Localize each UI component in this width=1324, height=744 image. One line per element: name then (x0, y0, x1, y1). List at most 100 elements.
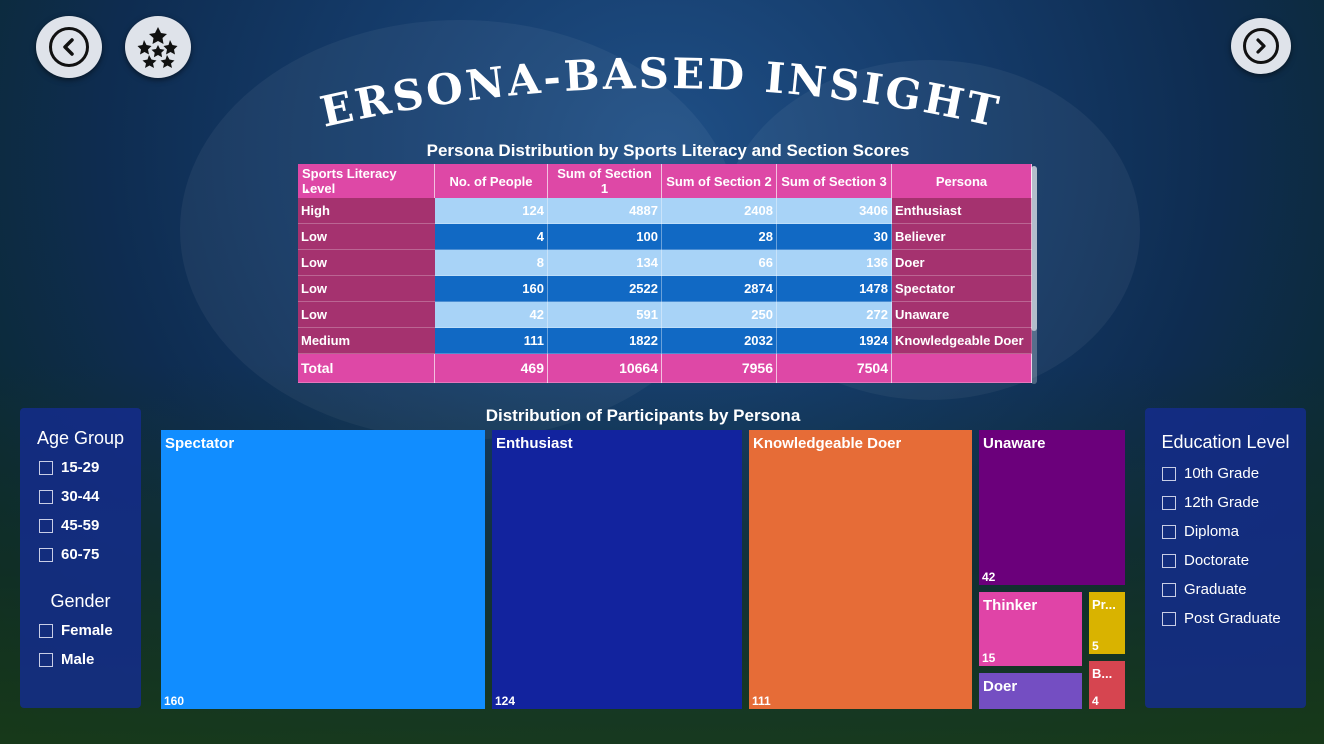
col-sports-literacy-level[interactable]: Sports Literacy Level ▲ (298, 164, 435, 198)
checkbox[interactable] (39, 489, 53, 504)
education-filter-panel: Education Level 10th Grade 12th Grade Di… (1145, 408, 1306, 708)
age-gender-filter-panel: Age Group 15-29 30-44 45-59 60-75 Gender… (20, 408, 141, 708)
table-total-row: Total 469 10664 7956 7504 (298, 353, 1032, 383)
sort-ascending-icon: ▲ (303, 186, 311, 195)
back-button[interactable] (36, 16, 102, 78)
checkbox[interactable] (1162, 553, 1176, 568)
education-option[interactable]: Diploma (1162, 517, 1306, 546)
checkbox[interactable] (39, 518, 53, 533)
cell-section-1: 100 (547, 223, 662, 250)
col-no-of-people[interactable]: No. of People (434, 164, 548, 198)
cell-level: Low (298, 275, 435, 302)
checkbox[interactable] (39, 547, 53, 562)
scroll-thumb[interactable] (1031, 166, 1037, 331)
tile-value: 15 (982, 651, 996, 665)
cell-people: 42 (434, 301, 548, 328)
age-group-title: Age Group (36, 428, 125, 448)
age-option[interactable]: 60-75 (39, 540, 141, 569)
table-title: Persona Distribution by Sports Literacy … (426, 141, 910, 160)
table-row[interactable]: Medium 111 1822 2032 1924 Knowledgeable … (298, 327, 1032, 354)
cell-persona: Spectator (891, 275, 1032, 302)
cell-section-1: 4887 (547, 198, 662, 224)
col-sum-section-3[interactable]: Sum of Section 3 (776, 164, 892, 198)
checkbox[interactable] (1162, 582, 1176, 597)
tile-label: Unaware (983, 435, 1046, 452)
next-button[interactable] (1231, 18, 1291, 74)
table-row[interactable]: Low 160 2522 2874 1478 Spectator (298, 275, 1032, 302)
table-row[interactable]: Low 4 100 28 30 Believer (298, 223, 1032, 250)
cell-persona: Knowledgeable Doer (891, 327, 1032, 354)
education-option[interactable]: Graduate (1162, 575, 1306, 604)
tile-value: 5 (1092, 639, 1099, 653)
tile-value: 111 (752, 694, 771, 708)
checkbox[interactable] (39, 652, 53, 667)
checkbox[interactable] (39, 460, 53, 475)
table-row[interactable]: Low 42 591 250 272 Unaware (298, 301, 1032, 328)
age-option[interactable]: 30-44 (39, 482, 141, 511)
cell-section-3: 3406 (776, 198, 892, 224)
tile-b[interactable]: B... 4 (1089, 661, 1125, 709)
tile-spectator[interactable]: Spectator 160 (161, 430, 485, 709)
svg-text:PERSONA-BASED INSIGHTS: PERSONA-BASED INSIGHTS (310, 56, 1005, 136)
education-option[interactable]: Doctorate (1162, 546, 1306, 575)
tile-doer[interactable]: Doer (979, 673, 1082, 709)
total-label: Total (298, 353, 435, 383)
age-option[interactable]: 45-59 (39, 511, 141, 540)
checkbox[interactable] (1162, 495, 1176, 510)
treemap-title: Distribution of Participants by Persona (485, 406, 801, 425)
education-option[interactable]: 10th Grade (1162, 459, 1306, 488)
cell-section-3: 272 (776, 301, 892, 328)
cell-persona: Unaware (891, 301, 1032, 328)
tile-pr[interactable]: Pr... 5 (1089, 592, 1125, 654)
tile-label: Thinker (983, 597, 1038, 614)
cell-level: High (298, 198, 435, 224)
tile-value: 124 (495, 694, 516, 708)
table-row[interactable]: High 124 4887 2408 3406 Enthusiast (298, 198, 1032, 224)
cell-section-1: 134 (547, 249, 662, 276)
table-header-row: Sports Literacy Level ▲ No. of People Su… (298, 164, 1032, 198)
cell-people: 124 (434, 198, 548, 224)
table-row[interactable]: Low 8 134 66 136 Doer (298, 249, 1032, 276)
tile-label: Pr... (1092, 597, 1116, 612)
cell-section-2: 2408 (661, 198, 777, 224)
cell-persona: Doer (891, 249, 1032, 276)
education-option[interactable]: Post Graduate (1162, 604, 1306, 633)
gender-option[interactable]: Female (39, 616, 141, 645)
cell-people: 111 (434, 327, 548, 354)
tile-unaware[interactable]: Unaware 42 (979, 430, 1125, 585)
tile-label: Enthusiast (496, 435, 573, 452)
education-level-title: Education Level (1161, 432, 1290, 452)
soccer-ball-icon (137, 27, 178, 68)
home-button[interactable] (125, 16, 191, 78)
tile-knowledgeable-doer[interactable]: Knowledgeable Doer 111 (749, 430, 972, 709)
cell-section-2: 66 (661, 249, 777, 276)
tile-enthusiast[interactable]: Enthusiast 124 (492, 430, 742, 709)
checkbox[interactable] (39, 623, 53, 638)
checkbox[interactable] (1162, 524, 1176, 539)
tile-label: Spectator (165, 435, 235, 452)
tile-value: 4 (1092, 694, 1099, 708)
cell-section-3: 1478 (776, 275, 892, 302)
cell-people: 160 (434, 275, 548, 302)
checkbox[interactable] (1162, 611, 1176, 626)
col-sum-section-2[interactable]: Sum of Section 2 (661, 164, 777, 198)
checkbox[interactable] (1162, 466, 1176, 481)
cell-level: Low (298, 301, 435, 328)
tile-value: 160 (164, 694, 185, 708)
gender-option[interactable]: Male (39, 645, 141, 674)
total-persona (891, 353, 1032, 383)
age-option[interactable]: 15-29 (39, 453, 141, 482)
tile-thinker[interactable]: Thinker 15 (979, 592, 1082, 666)
cell-people: 4 (434, 223, 548, 250)
cell-section-2: 2874 (661, 275, 777, 302)
col-persona[interactable]: Persona (891, 164, 1032, 198)
table-scrollbar[interactable] (1031, 166, 1037, 384)
col-sum-section-1[interactable]: Sum of Section 1 (547, 164, 662, 198)
tile-label: B... (1092, 666, 1113, 681)
cell-level: Low (298, 249, 435, 276)
chevron-right-icon (1243, 28, 1279, 64)
cell-section-1: 591 (547, 301, 662, 328)
total-section-3: 7504 (776, 353, 892, 383)
education-option[interactable]: 12th Grade (1162, 488, 1306, 517)
total-section-2: 7956 (661, 353, 777, 383)
